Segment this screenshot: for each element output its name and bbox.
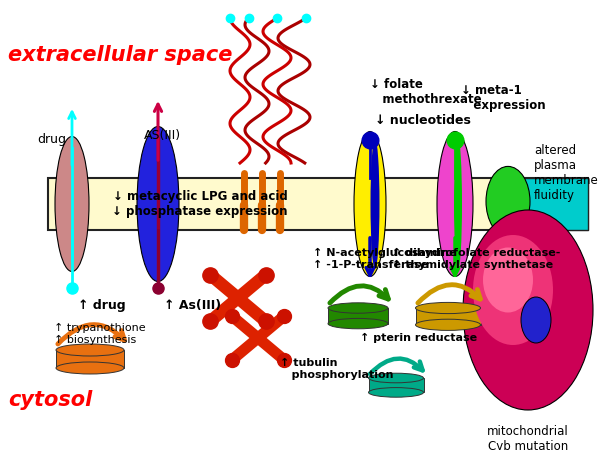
Text: ↑ dihydrofolate reductase-
↑ thymidylate synthetase: ↑ dihydrofolate reductase- ↑ thymidylate… xyxy=(392,248,560,270)
Ellipse shape xyxy=(354,131,386,276)
Text: ↓ folate
   methothrexate: ↓ folate methothrexate xyxy=(370,78,482,106)
Text: drug: drug xyxy=(37,134,67,147)
Bar xyxy=(516,178,588,230)
Ellipse shape xyxy=(437,131,473,276)
Text: ↑ As(III): ↑ As(III) xyxy=(164,298,221,311)
Ellipse shape xyxy=(415,302,481,314)
Ellipse shape xyxy=(55,136,89,271)
Bar xyxy=(48,178,588,230)
Text: ↑ drug: ↑ drug xyxy=(78,300,125,312)
Text: ↓ metacyclic LPG and acid
↓ phosphatase expression: ↓ metacyclic LPG and acid ↓ phosphatase … xyxy=(112,190,288,218)
Ellipse shape xyxy=(486,166,530,236)
Ellipse shape xyxy=(473,235,553,345)
Bar xyxy=(56,350,124,368)
Ellipse shape xyxy=(56,344,124,356)
Ellipse shape xyxy=(137,126,179,282)
Text: ↑ trypanothione
↑ biosynthesis: ↑ trypanothione ↑ biosynthesis xyxy=(54,323,146,345)
Ellipse shape xyxy=(483,248,533,312)
Text: ↑ pterin reductase: ↑ pterin reductase xyxy=(360,333,477,343)
Bar xyxy=(328,308,388,324)
Text: AS(III): AS(III) xyxy=(143,130,181,143)
Text: extracellular space: extracellular space xyxy=(8,45,232,65)
Text: cytosol: cytosol xyxy=(8,390,92,410)
Text: mitochondrial
Cyb mutation: mitochondrial Cyb mutation xyxy=(487,425,569,450)
Ellipse shape xyxy=(415,319,481,330)
Ellipse shape xyxy=(454,138,462,270)
Text: ↑ N-acetylglucosamine
↑ -1-P-transferase: ↑ N-acetylglucosamine ↑ -1-P-transferase xyxy=(313,248,457,270)
Ellipse shape xyxy=(328,303,388,313)
Ellipse shape xyxy=(521,297,551,343)
Text: altered
plasma
membrane
fluidity: altered plasma membrane fluidity xyxy=(534,144,599,202)
Text: ↑ tubulin
   phosphorylation: ↑ tubulin phosphorylation xyxy=(280,358,394,380)
Ellipse shape xyxy=(463,210,593,410)
Text: ↓ nucleotides: ↓ nucleotides xyxy=(375,113,471,126)
Ellipse shape xyxy=(368,373,424,383)
Bar xyxy=(415,308,481,325)
Ellipse shape xyxy=(328,319,388,329)
Text: ↓ meta-1
   expression: ↓ meta-1 expression xyxy=(461,84,545,112)
Ellipse shape xyxy=(56,362,124,374)
Ellipse shape xyxy=(371,139,380,269)
Ellipse shape xyxy=(368,387,424,397)
Bar xyxy=(368,378,424,392)
